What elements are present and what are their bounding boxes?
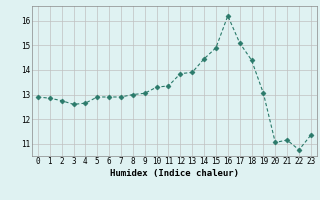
X-axis label: Humidex (Indice chaleur): Humidex (Indice chaleur) — [110, 169, 239, 178]
